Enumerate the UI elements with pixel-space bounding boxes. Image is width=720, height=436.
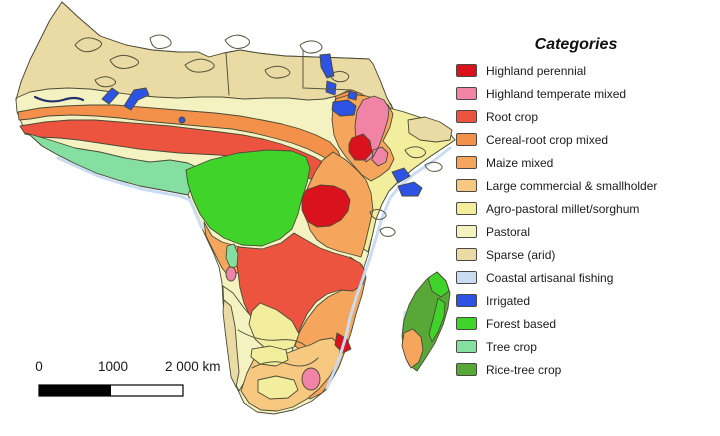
legend-color-swatch — [456, 294, 477, 307]
legend-item-label: Sparse (arid) — [486, 247, 556, 262]
legend-color-swatch — [456, 202, 477, 215]
legend-item: Maize mixed — [456, 151, 657, 174]
southern-boundary-lines — [237, 329, 319, 369]
legend-color-swatch — [456, 225, 477, 238]
legend-color-swatch — [456, 133, 477, 146]
legend-item-label: Maize mixed — [486, 155, 554, 170]
region-tanzania-tree-crop-sliver — [225, 243, 239, 270]
region-irrigated-sudan-east — [347, 90, 358, 101]
region-lake-victoria-highland-perennial — [301, 184, 351, 228]
legend-item: Highland temperate mixed — [456, 82, 657, 105]
legend-color-swatch — [456, 363, 477, 376]
africa-farming-systems-map: 0 1000 2 000 km — [15, 1, 456, 415]
legend-item-label: Highland temperate mixed — [486, 86, 627, 101]
legend-item: Root crop — [456, 105, 657, 128]
scale-bar-filled-segment — [39, 385, 111, 396]
legend-color-swatch — [456, 110, 477, 123]
legend-item-label: Cereal-root crop mixed — [486, 132, 609, 147]
legend-item-label: Tree crop — [486, 339, 537, 354]
legend-item: Highland perennial — [456, 59, 657, 82]
region-congo-forest — [185, 149, 311, 247]
sahara-detail-lines — [74, 34, 353, 96]
legend-color-swatch — [456, 248, 477, 261]
senegal-river-line — [33, 95, 85, 103]
scale-bar-end-label: 2 000 km — [165, 359, 221, 374]
region-ethiopia-highland-perennial — [348, 133, 373, 161]
legend-item-label: Rice-tree crop — [486, 362, 562, 377]
region-madagascar-maize-southwest — [401, 328, 424, 369]
region-irrigated-somalia-1 — [391, 167, 411, 184]
region-irrigated-sudan-gezira — [331, 99, 357, 117]
region-namib-sparse-strip — [222, 299, 240, 388]
legend-item-label: Agro-pastoral millet/sorghum — [486, 201, 640, 216]
legend-item: Agro-pastoral millet/sorghum — [456, 197, 657, 220]
region-madagascar-forest-east — [428, 297, 446, 343]
region-irrigated-somalia-2 — [397, 181, 423, 197]
legend-item-label: Large commercial & smallholder — [486, 178, 658, 193]
legend: Highland perennial Highland temperate mi… — [456, 59, 657, 381]
legend-item: Large commercial & smallholder — [456, 174, 657, 197]
legend-item: Forest based — [456, 312, 657, 335]
scale-bar-start-label: 0 — [35, 359, 43, 374]
legend-color-swatch — [456, 271, 477, 284]
region-madagascar-forest-north — [427, 271, 450, 298]
region-irrigated-niger-1 — [101, 87, 120, 105]
legend-item-label: Pastoral — [486, 224, 531, 239]
horn-detail-lines — [369, 146, 443, 237]
legend-item: Rice-tree crop — [456, 358, 657, 381]
region-irrigated-nile-mid — [325, 80, 337, 96]
region-lesotho-highland-temperate — [301, 367, 321, 391]
legend-item-label: Irrigated — [486, 293, 531, 308]
region-east-coast-fishing-strip — [325, 146, 452, 390]
scale-bar-mid-label: 1000 — [98, 359, 128, 374]
legend-color-swatch — [456, 317, 477, 330]
legend-item: Tree crop — [456, 335, 657, 358]
legend-item-label: Highland perennial — [486, 63, 587, 78]
legend-color-swatch — [456, 64, 477, 77]
region-gulf-of-guinea-fishing-strip — [56, 156, 204, 230]
region-irrigated-nile-egypt — [319, 53, 335, 79]
legend-item: Irrigated — [456, 289, 657, 312]
regions-irrigated — [101, 53, 423, 197]
legend-color-swatch — [456, 340, 477, 353]
scale-bar: 0 1000 2 000 km — [35, 359, 221, 397]
legend-title: Categories — [534, 36, 618, 53]
legend-item: Pastoral — [456, 220, 657, 243]
region-madagascar — [401, 271, 451, 372]
legend-item-label: Coastal artisanal fishing — [486, 270, 614, 285]
region-sahara-sparse-arid — [15, 1, 394, 110]
region-karoo-agro-patch-2 — [257, 375, 299, 400]
region-irrigated-niger-2 — [123, 87, 150, 111]
legend-item: Coastal artisanal fishing — [456, 266, 657, 289]
legend-color-swatch — [456, 87, 477, 100]
legend-item-label: Root crop — [486, 109, 539, 124]
legend-item: Cereal-root crop mixed — [456, 128, 657, 151]
region-irrigated-lake-chad — [178, 116, 186, 124]
region-north-somalia-sparse — [407, 116, 453, 143]
legend-color-swatch — [456, 179, 477, 192]
region-tanzania-highland-temperate-dot — [225, 266, 237, 282]
legend-item-label: Forest based — [486, 316, 557, 331]
legend-item: Sparse (arid) — [456, 243, 657, 266]
legend-color-swatch — [456, 156, 477, 169]
region-karoo-agro-patch-1 — [250, 345, 289, 367]
